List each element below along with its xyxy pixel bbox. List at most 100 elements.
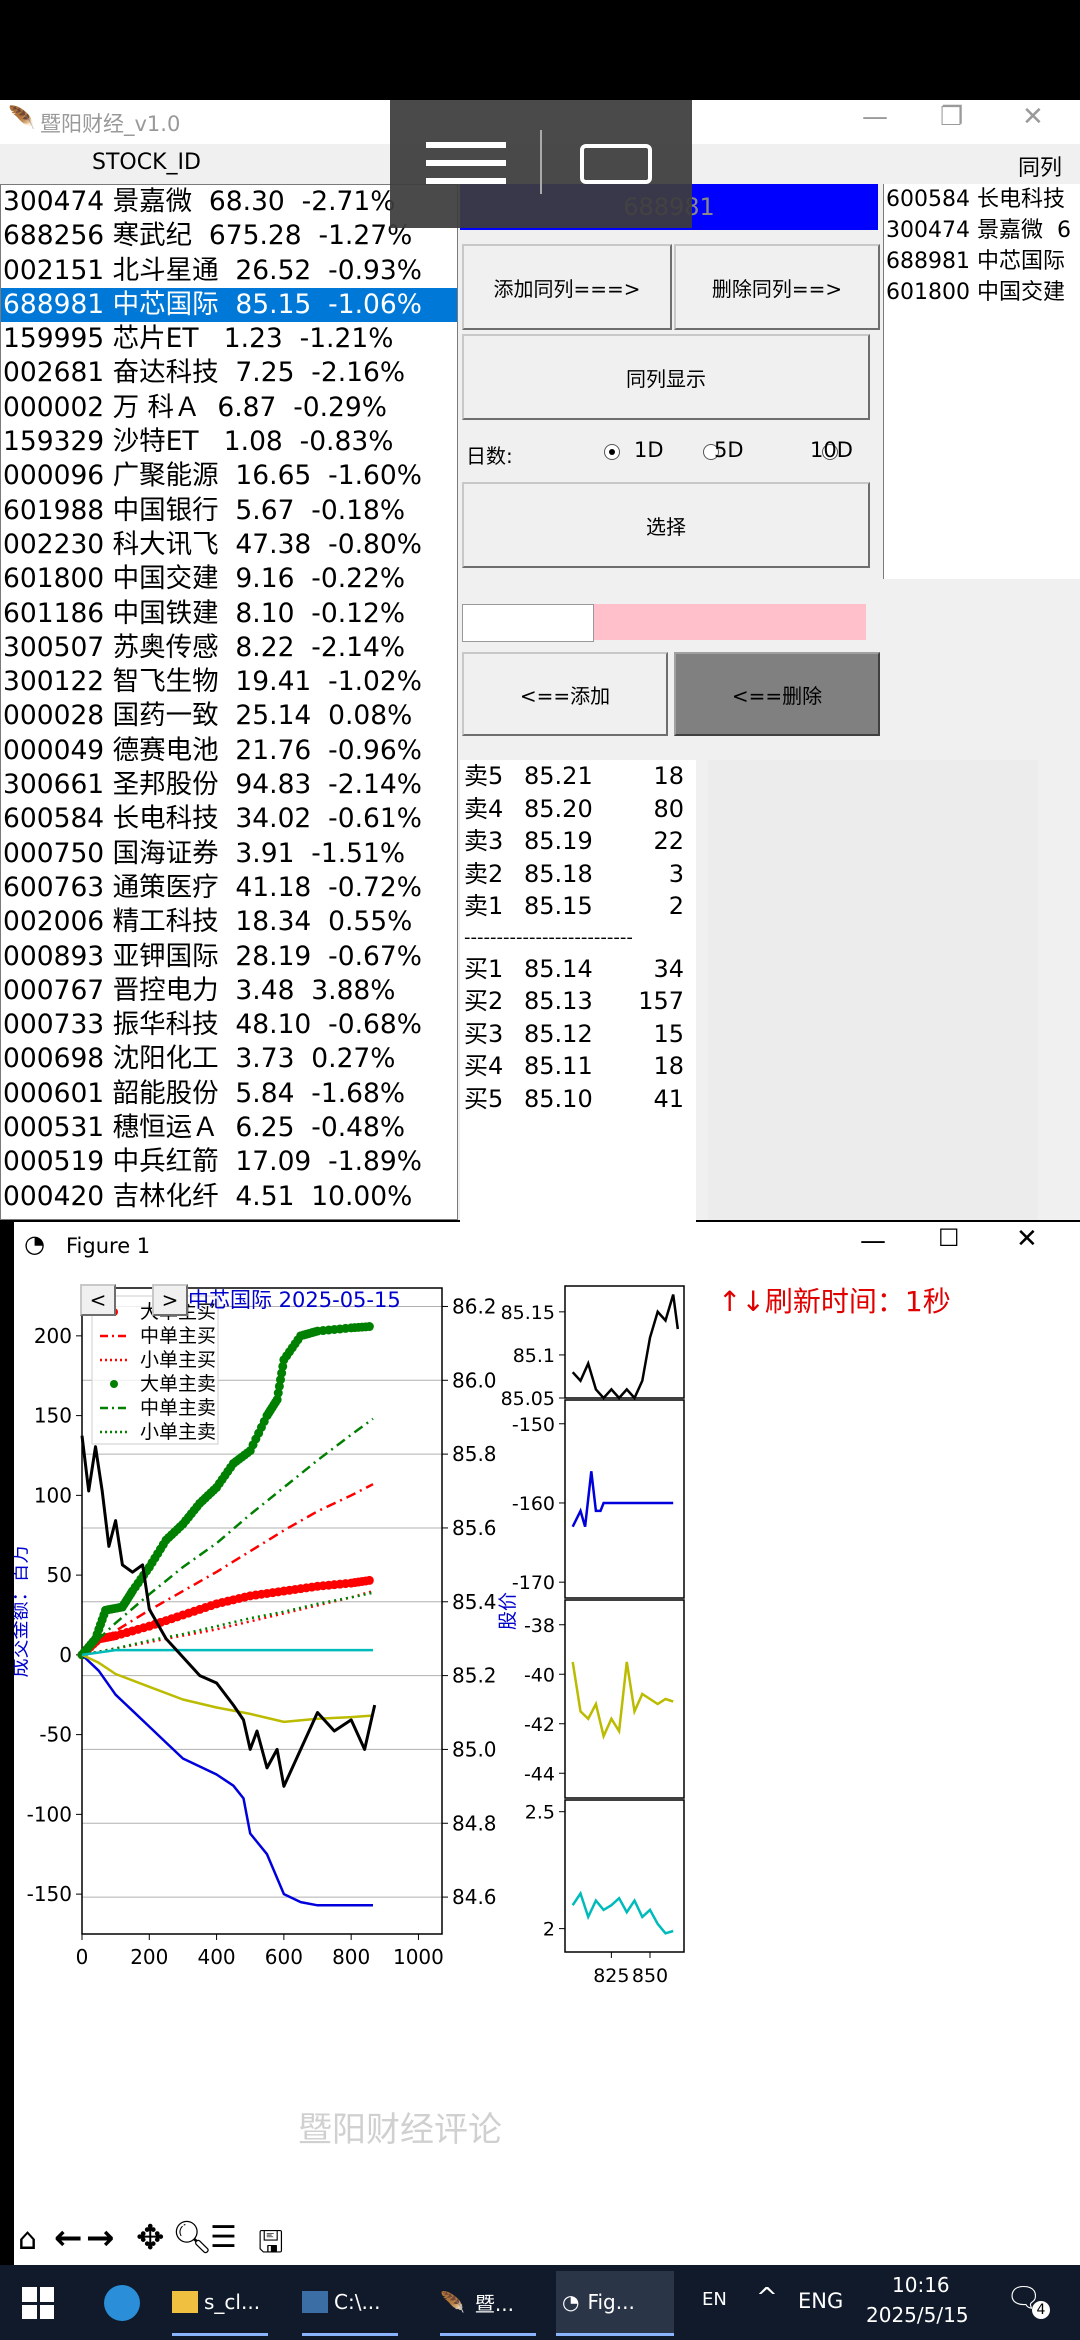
prev-button[interactable]: < xyxy=(80,1284,116,1316)
stock-list-item[interactable]: 000519 中兵红箭 17.09 -1.89% xyxy=(3,1146,422,1178)
stock-list-item[interactable]: 000893 亚钾国际 28.19 -0.67% xyxy=(3,940,422,972)
input-method-en[interactable]: EN xyxy=(702,2289,727,2310)
matplotlib-icon: ◔ xyxy=(24,1230,45,1258)
ask-row: 卖5 85.21 18 xyxy=(460,760,696,793)
taskbar-app-cmd[interactable]: C:\... xyxy=(302,2271,398,2336)
radio-1d[interactable] xyxy=(604,444,620,460)
series-中单主买 xyxy=(81,1483,374,1656)
group-list-item[interactable]: 600584 长电科技 xyxy=(886,187,1065,212)
radio-10d[interactable] xyxy=(822,444,839,460)
stock-list-item[interactable]: 601800 中国交建 9.16 -0.22% xyxy=(3,563,406,595)
add-group-button[interactable]: 添加同列===> xyxy=(462,244,672,330)
stock-list-item[interactable]: 002230 科大讯飞 47.38 -0.80% xyxy=(3,528,422,560)
taskbar-app-jiyang[interactable]: 🪶 暨... xyxy=(440,2271,536,2336)
stock-list-item[interactable]: 000002 万 科Ａ 6.87 -0.29% xyxy=(3,391,387,423)
stock-list-item[interactable]: 002006 精工科技 18.34 0.55% xyxy=(3,906,413,938)
feather-icon: 🪶 xyxy=(440,2290,465,2314)
stock-list-item[interactable]: 002151 北斗星通 26.52 -0.93% xyxy=(3,254,422,286)
radio-1d-label: 1D xyxy=(634,438,664,462)
save-icon[interactable]: 🖫 xyxy=(258,2225,284,2260)
stock-list-item[interactable]: 300122 智飞生物 19.41 -1.02% xyxy=(3,666,422,698)
subplots-icon[interactable]: ☰ xyxy=(210,2220,237,2255)
fig-maximize-button[interactable]: ☐ xyxy=(938,1224,960,1252)
stock-list[interactable]: 300474 景嘉微 68.30 -2.71% 688256 寒武纪 675.28… xyxy=(0,184,458,1220)
group-list-item[interactable]: 688981 中芯国际 xyxy=(886,249,1065,274)
y2-tick-label: 85.6 xyxy=(452,1516,497,1540)
stock-list-item[interactable]: 000028 国药一致 25.14 0.08% xyxy=(3,700,413,732)
forward-arrow-icon[interactable]: → xyxy=(86,2218,115,2258)
terminal-icon xyxy=(302,2291,328,2313)
stock-list-item[interactable]: 000096 广聚能源 16.65 -1.60% xyxy=(3,460,422,492)
x-tick-label: 200 xyxy=(130,1945,168,1969)
pink-entry-field[interactable] xyxy=(594,604,866,640)
orderbook-vol: 18 xyxy=(653,1052,684,1080)
group-list-item[interactable]: 300474 景嘉微 6 xyxy=(886,218,1071,243)
delete-button[interactable]: <==删除 xyxy=(674,652,880,736)
stock-list-item[interactable]: 159329 沙特ET 1.08 -0.83% xyxy=(3,426,394,458)
device-status-area xyxy=(0,0,1080,100)
stock-list-item[interactable]: 002681 奋达科技 7.25 -2.16% xyxy=(3,357,406,389)
next-button[interactable]: > xyxy=(152,1284,188,1316)
stock-list-item[interactable]: 688256 寒武纪 675.28 -1.27% xyxy=(3,220,413,252)
home-icon[interactable]: ⌂ xyxy=(18,2222,38,2257)
stock-list-item[interactable]: 000698 沈阳化工 3.73 0.27% xyxy=(3,1043,396,1075)
series-line xyxy=(81,1653,374,1724)
taskbar-app-figure[interactable]: ◔ Fig... xyxy=(556,2271,674,2336)
taskbar-app-s_cl[interactable]: s_cl... xyxy=(172,2271,268,2336)
stock-list-item[interactable]: 688981 中芯国际 85.15 -1.06% xyxy=(1,287,457,323)
delete-group-button[interactable]: 删除同列==> xyxy=(674,244,880,330)
ask-row: 卖2 85.18 3 xyxy=(460,858,696,891)
start-button[interactable] xyxy=(22,2287,54,2319)
side-panel-line xyxy=(571,1661,674,1740)
stock-list-item[interactable]: 000750 国海证券 3.91 -1.51% xyxy=(3,837,406,869)
stock-list-item[interactable]: 300507 苏奥传感 8.22 -2.14% xyxy=(3,631,406,663)
stock-list-item[interactable]: 600763 通策医疗 41.18 -0.72% xyxy=(3,871,422,903)
orderbook-price: 85.21 xyxy=(524,762,593,790)
minimize-button[interactable]: — xyxy=(862,102,888,132)
group-list-item[interactable]: 601800 中国交建 xyxy=(886,280,1065,305)
select-button[interactable]: 选择 xyxy=(462,482,870,568)
fig-close-button[interactable]: ✕ xyxy=(1016,1224,1038,1254)
stock-list-item[interactable]: 600584 长电科技 34.02 -0.61% xyxy=(3,803,422,835)
stock-list-item[interactable]: 000049 德赛电池 21.76 -0.96% xyxy=(3,734,422,766)
close-button[interactable]: ✕ xyxy=(1022,102,1044,132)
menu-icon[interactable] xyxy=(426,142,506,148)
stock-list-item[interactable]: 000767 晋控电力 3.48 3.88% xyxy=(3,974,396,1006)
series-大单主卖-point xyxy=(273,1388,283,1398)
stock-list-item[interactable]: 000531 穗恒运Ａ 6.25 -0.48% xyxy=(3,1112,406,1144)
series-小单主卖 xyxy=(81,1591,374,1657)
add-button[interactable]: <==添加 xyxy=(462,652,668,736)
stock-list-item[interactable]: 159995 芯片ET 1.23 -1.21% xyxy=(3,323,394,355)
group-list[interactable]: 600584 长电科技 300474 景嘉微 6 688981 中芯国际 601800… xyxy=(883,184,1080,579)
radio-10d-label: 10D xyxy=(810,438,853,462)
stock-list-item[interactable]: 601988 中国银行 5.67 -0.18% xyxy=(3,494,406,526)
stock-list-item[interactable]: 300661 圣邦股份 94.83 -2.14% xyxy=(3,769,422,801)
stock-list-item[interactable]: 601186 中国铁建 8.10 -0.12% xyxy=(3,597,406,629)
entry-field[interactable] xyxy=(462,604,594,642)
edge-icon[interactable] xyxy=(104,2285,140,2321)
show-group-button[interactable]: 同列显示 xyxy=(462,334,870,420)
orderbook-vol: 3 xyxy=(668,859,684,888)
bid-row: 买2 85.13 157 xyxy=(460,985,696,1018)
zoom-icon[interactable]: 🔍︎ xyxy=(172,2218,213,2256)
y2-tick-label: 85.8 xyxy=(452,1442,497,1466)
language-indicator[interactable]: ENG xyxy=(798,2289,844,2313)
orderbook-vol: 2 xyxy=(668,892,684,920)
stock-list-item[interactable]: 000601 韶能股份 5.84 -1.68% xyxy=(3,1077,406,1109)
keyboard-icon[interactable] xyxy=(580,144,652,184)
stock-list-item[interactable]: 000420 吉林化纤 4.51 10.00% xyxy=(3,1180,413,1212)
stock-list-item[interactable]: 300474 景嘉微 68.30 -2.71% xyxy=(3,186,396,217)
pan-icon[interactable]: ✥ xyxy=(136,2218,165,2258)
fig-minimize-button[interactable]: — xyxy=(860,1226,886,1256)
back-arrow-icon[interactable]: ← xyxy=(54,2218,83,2258)
side-panel-frame xyxy=(564,1399,685,1599)
stock-list-item[interactable]: 000733 振华科技 48.10 -0.68% xyxy=(3,1009,422,1041)
chevron-up-icon[interactable]: ^ xyxy=(756,2283,778,2313)
orderbook-price: 85.18 xyxy=(524,859,593,888)
radio-5d[interactable] xyxy=(703,444,720,460)
clock-time[interactable]: 10:16 xyxy=(892,2273,950,2297)
y2-tick-label: 86.0 xyxy=(452,1368,497,1392)
orderbook-price: 85.12 xyxy=(524,1019,593,1048)
restore-button[interactable]: ❐ xyxy=(940,102,964,132)
clock-date[interactable]: 2025/5/15 xyxy=(866,2303,969,2327)
